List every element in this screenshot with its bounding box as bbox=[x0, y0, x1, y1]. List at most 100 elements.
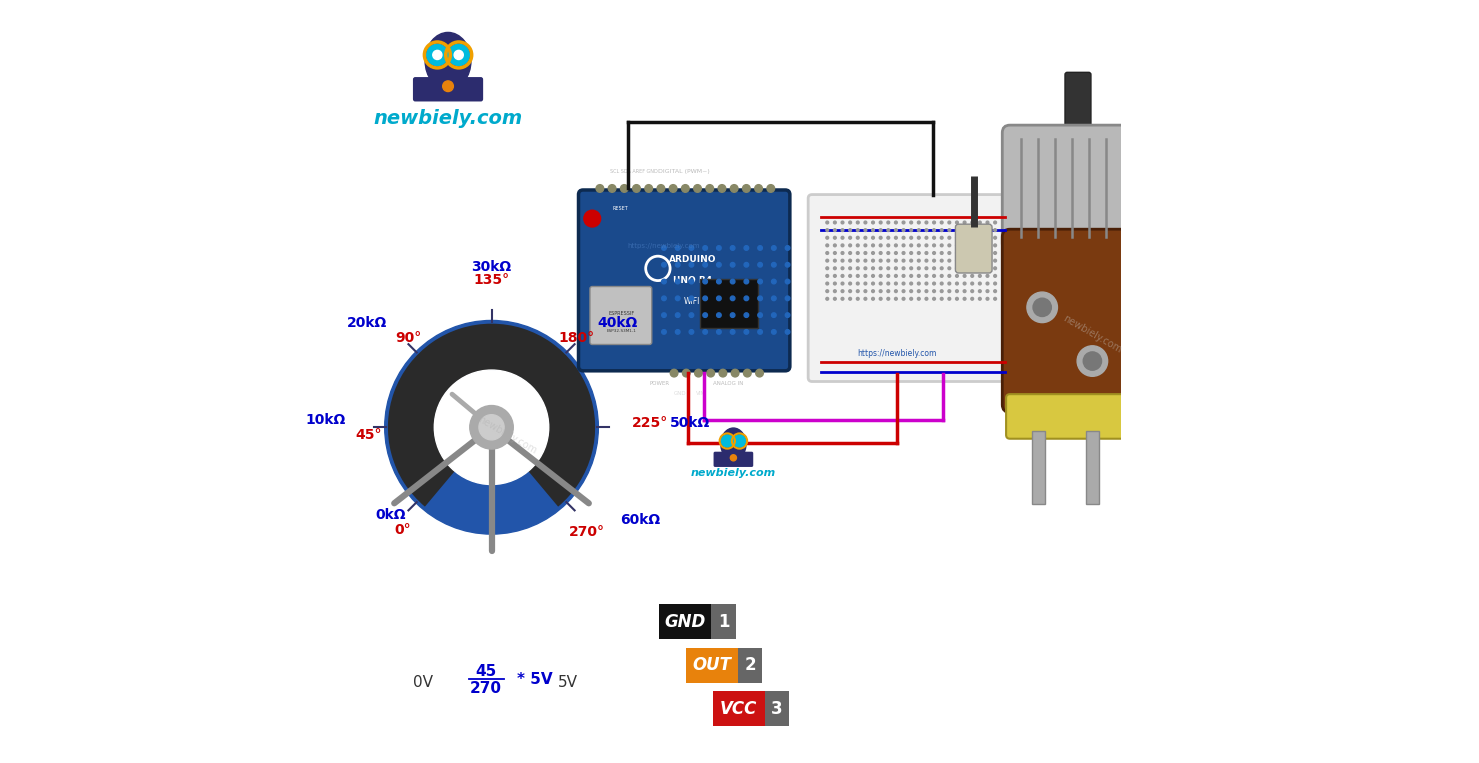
Circle shape bbox=[979, 252, 981, 254]
Circle shape bbox=[682, 185, 689, 192]
Circle shape bbox=[676, 262, 680, 267]
Circle shape bbox=[864, 252, 867, 254]
Circle shape bbox=[842, 298, 845, 300]
Circle shape bbox=[849, 259, 852, 262]
Circle shape bbox=[955, 275, 958, 277]
Circle shape bbox=[970, 237, 973, 239]
Circle shape bbox=[902, 282, 905, 285]
Circle shape bbox=[887, 267, 890, 269]
Circle shape bbox=[717, 296, 722, 301]
Circle shape bbox=[1032, 298, 1052, 317]
Circle shape bbox=[970, 275, 973, 277]
Circle shape bbox=[895, 282, 898, 285]
Circle shape bbox=[385, 320, 599, 534]
Circle shape bbox=[963, 244, 966, 246]
Circle shape bbox=[955, 290, 958, 292]
Text: ARDUINO: ARDUINO bbox=[669, 256, 716, 264]
FancyBboxPatch shape bbox=[1086, 431, 1099, 504]
Circle shape bbox=[834, 244, 836, 246]
Circle shape bbox=[454, 50, 463, 60]
Circle shape bbox=[917, 244, 920, 246]
Circle shape bbox=[676, 246, 680, 250]
Circle shape bbox=[979, 290, 981, 292]
Circle shape bbox=[917, 275, 920, 277]
Circle shape bbox=[842, 290, 845, 292]
Circle shape bbox=[703, 262, 707, 267]
Circle shape bbox=[955, 244, 958, 246]
Circle shape bbox=[986, 244, 989, 246]
Circle shape bbox=[955, 229, 958, 231]
Circle shape bbox=[902, 275, 905, 277]
Circle shape bbox=[731, 313, 735, 317]
Circle shape bbox=[744, 313, 748, 317]
Circle shape bbox=[689, 313, 694, 317]
Circle shape bbox=[825, 244, 828, 246]
Circle shape bbox=[689, 262, 694, 267]
Circle shape bbox=[979, 298, 981, 300]
Circle shape bbox=[880, 252, 881, 254]
Circle shape bbox=[986, 229, 989, 231]
Circle shape bbox=[887, 298, 890, 300]
Circle shape bbox=[895, 221, 898, 224]
Circle shape bbox=[941, 298, 944, 300]
Circle shape bbox=[768, 185, 775, 192]
Circle shape bbox=[963, 259, 966, 262]
Circle shape bbox=[435, 370, 549, 485]
Text: 1: 1 bbox=[717, 613, 729, 631]
Circle shape bbox=[661, 262, 666, 267]
Circle shape bbox=[849, 267, 852, 269]
Circle shape bbox=[717, 262, 722, 267]
Circle shape bbox=[933, 290, 935, 292]
Circle shape bbox=[842, 282, 845, 285]
Text: 3: 3 bbox=[771, 700, 782, 718]
Circle shape bbox=[871, 275, 874, 277]
Circle shape bbox=[670, 369, 677, 377]
Circle shape bbox=[880, 282, 881, 285]
Circle shape bbox=[785, 246, 790, 250]
Circle shape bbox=[645, 185, 652, 192]
Circle shape bbox=[731, 455, 737, 461]
FancyBboxPatch shape bbox=[713, 452, 753, 467]
Circle shape bbox=[757, 279, 762, 284]
Circle shape bbox=[933, 298, 935, 300]
Circle shape bbox=[887, 237, 890, 239]
Circle shape bbox=[917, 237, 920, 239]
Circle shape bbox=[772, 296, 776, 301]
Circle shape bbox=[902, 221, 905, 224]
Circle shape bbox=[880, 290, 881, 292]
Circle shape bbox=[661, 313, 666, 317]
Circle shape bbox=[849, 298, 852, 300]
Circle shape bbox=[917, 282, 920, 285]
Circle shape bbox=[994, 229, 997, 231]
Circle shape bbox=[871, 252, 874, 254]
Circle shape bbox=[479, 415, 504, 439]
Circle shape bbox=[731, 330, 735, 334]
Circle shape bbox=[895, 275, 898, 277]
Circle shape bbox=[608, 185, 615, 192]
Circle shape bbox=[834, 275, 836, 277]
Circle shape bbox=[842, 275, 845, 277]
Circle shape bbox=[825, 221, 828, 224]
Circle shape bbox=[917, 259, 920, 262]
Text: 10kΩ: 10kΩ bbox=[305, 413, 346, 427]
Circle shape bbox=[963, 221, 966, 224]
Circle shape bbox=[785, 330, 790, 334]
FancyBboxPatch shape bbox=[711, 604, 735, 639]
Circle shape bbox=[871, 229, 874, 231]
Circle shape bbox=[955, 267, 958, 269]
Circle shape bbox=[933, 259, 935, 262]
Circle shape bbox=[948, 275, 951, 277]
Circle shape bbox=[994, 259, 997, 262]
Circle shape bbox=[825, 259, 828, 262]
Circle shape bbox=[772, 246, 776, 250]
Text: https://newbiely.com: https://newbiely.com bbox=[858, 349, 936, 358]
Circle shape bbox=[895, 267, 898, 269]
Circle shape bbox=[682, 369, 691, 377]
Circle shape bbox=[979, 282, 981, 285]
Text: GND: GND bbox=[664, 613, 705, 631]
Circle shape bbox=[963, 252, 966, 254]
Circle shape bbox=[933, 275, 935, 277]
Circle shape bbox=[703, 330, 707, 334]
FancyBboxPatch shape bbox=[1139, 431, 1154, 504]
Circle shape bbox=[842, 252, 845, 254]
